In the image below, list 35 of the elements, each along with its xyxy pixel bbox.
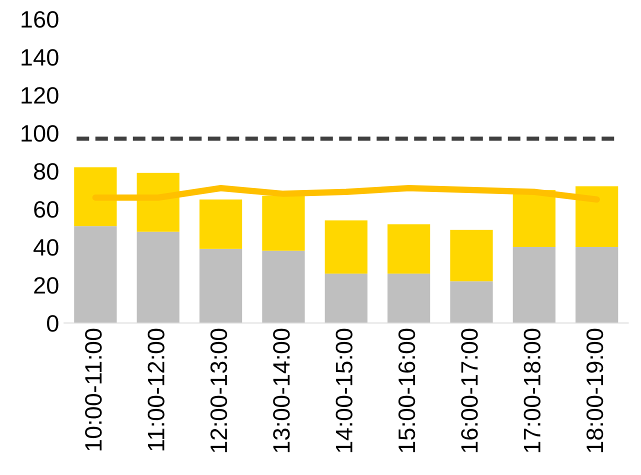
x-tick-label: 15:00-16:00: [398, 328, 416, 452]
y-tick-label: 120: [22, 87, 58, 104]
bar: [199, 248, 242, 323]
bar: [136, 232, 180, 323]
y-tick-label: 160: [22, 11, 58, 28]
y-tick-label: 20: [34, 277, 58, 294]
bar: [512, 247, 556, 323]
bar: [324, 220, 368, 274]
bar: [388, 224, 430, 274]
bar: [388, 274, 430, 323]
bar: [576, 247, 618, 323]
bar: [262, 196, 305, 251]
x-tick-label: 13:00-14:00: [273, 328, 290, 452]
x-tick-label: 16:00-17:00: [461, 328, 478, 452]
x-tick-label: 14:00-15:00: [336, 328, 352, 452]
bar: [74, 167, 117, 226]
bar: [512, 190, 556, 247]
bar: [450, 230, 493, 282]
bar: [450, 281, 493, 323]
x-tick-label: 18:00-19:00: [586, 328, 604, 452]
bar: [324, 274, 368, 323]
bar: [74, 226, 117, 323]
y-tick-label: 60: [34, 201, 58, 218]
x-tick-label: 17:00-18:00: [524, 328, 541, 452]
y-tick-label: 140: [22, 49, 58, 66]
x-tick-label: 12:00-13:00: [210, 328, 228, 452]
bar: [576, 186, 618, 247]
bar: [199, 200, 242, 249]
bar: [262, 250, 305, 323]
y-tick-label: 0: [47, 315, 58, 332]
x-tick-label: 10:00-11:00: [85, 328, 102, 450]
y-tick-label: 80: [34, 163, 58, 180]
y-tick-label: 40: [34, 239, 58, 256]
x-tick-label: 11:00-12:00: [148, 328, 164, 450]
y-tick-label: 100: [22, 125, 58, 142]
